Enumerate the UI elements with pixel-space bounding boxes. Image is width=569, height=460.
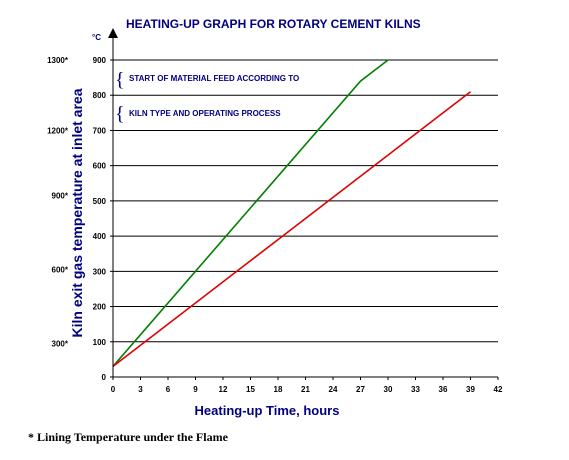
x-tick-label-21: 21 — [301, 385, 310, 394]
y-tick-label-600: 600 — [93, 162, 107, 171]
series-group — [112, 59, 471, 368]
y-axis-title: Kiln exit gas temperature at inlet area — [69, 88, 85, 337]
x-tick-label-12: 12 — [219, 385, 228, 394]
y-tick-label-200: 200 — [93, 303, 107, 312]
secondary-tick-1300: 1300* — [47, 56, 69, 65]
x-tick-label-30: 30 — [384, 385, 393, 394]
x-axis-title: Heating-up Time, hours — [195, 403, 340, 418]
x-tick-label-9: 9 — [193, 385, 198, 394]
annotation-brace-2: { — [115, 103, 125, 125]
annotation-box: { START OF MATERIAL FEED ACCORDING TO { … — [115, 69, 299, 125]
annotation-line-1: START OF MATERIAL FEED ACCORDING TO — [129, 74, 299, 83]
y-tick-label-400: 400 — [93, 232, 107, 241]
y-axis-arrow — [108, 28, 118, 38]
series-line-1 — [112, 59, 389, 367]
x-tick-label-18: 18 — [274, 385, 283, 394]
x-tick-label-3: 3 — [138, 385, 143, 394]
y-tick-label-800: 800 — [93, 91, 107, 100]
x-tick-label-39: 39 — [466, 385, 475, 394]
grid-lines — [113, 59, 498, 343]
y-axis-ticks: 0 100 200 300 400 500 600 700 800 900 — [93, 56, 113, 382]
x-tick-label-24: 24 — [329, 385, 338, 394]
y-tick-label-700: 700 — [93, 126, 107, 135]
secondary-y-ticks: 300* 600* 900* 1200* 1300* — [47, 56, 69, 349]
x-tick-label-33: 33 — [411, 385, 420, 394]
secondary-tick-1200: 1200* — [47, 126, 69, 135]
x-tick-label-42: 42 — [494, 385, 503, 394]
secondary-tick-300: 300* — [52, 340, 69, 349]
secondary-tick-900: 900* — [52, 192, 69, 201]
x-tick-label-6: 6 — [166, 385, 171, 394]
annotation-line-2: KILN TYPE AND OPERATING PROCESS — [129, 109, 281, 118]
y-tick-label-300: 300 — [93, 267, 107, 276]
x-tick-label-36: 36 — [439, 385, 448, 394]
x-tick-label-15: 15 — [246, 385, 255, 394]
secondary-tick-600: 600* — [52, 266, 69, 275]
y-tick-label-900: 900 — [93, 56, 107, 65]
x-tick-label-27: 27 — [356, 385, 365, 394]
chart-title: HEATING-UP GRAPH FOR ROTARY CEMENT KILNS — [126, 17, 421, 31]
x-axis-ticks: 0 3 6 9 12 15 18 21 24 27 30 33 36 39 42 — [111, 377, 503, 394]
x-tick-label-0: 0 — [111, 385, 116, 394]
series-line-2 — [112, 91, 471, 368]
annotation-brace-1: { — [115, 69, 125, 91]
y-tick-label-500: 500 — [93, 197, 107, 206]
y-unit-label: °C — [92, 33, 101, 42]
footnote: * Lining Temperature under the Flame — [28, 430, 228, 444]
y-tick-label-0: 0 — [102, 373, 107, 382]
y-tick-label-100: 100 — [93, 338, 107, 347]
